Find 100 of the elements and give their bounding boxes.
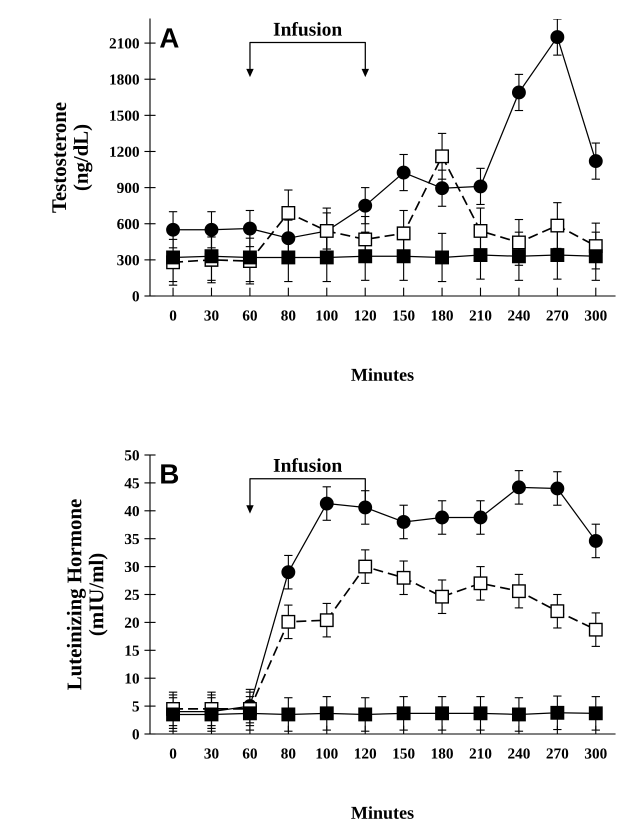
x-tick-label: 210 <box>470 310 492 321</box>
y-axis-title: Luteinizing Hormone (mIU/ml) <box>66 499 108 690</box>
annotation: Infusion <box>274 22 342 36</box>
point <box>242 706 257 720</box>
point <box>396 166 411 180</box>
point <box>435 181 450 196</box>
point <box>358 500 372 514</box>
point <box>358 560 372 574</box>
x-tick-label: 30 <box>204 310 219 321</box>
point <box>588 706 603 720</box>
x-tick-label: 80 <box>281 310 296 321</box>
point <box>435 706 450 720</box>
point <box>588 534 603 548</box>
point <box>550 218 564 232</box>
x-tick-label: 150 <box>393 310 415 321</box>
point <box>242 250 257 264</box>
x-tick-label: 300 <box>584 748 607 759</box>
point <box>320 250 334 264</box>
point <box>550 30 564 44</box>
point <box>474 576 488 590</box>
y-tick-label: 2100 <box>110 38 139 49</box>
x-tick-label: 100 <box>316 310 338 321</box>
point <box>550 248 564 262</box>
x-tick-label: 60 <box>242 748 257 759</box>
point <box>281 708 296 722</box>
point <box>320 496 334 510</box>
annotation: B <box>161 464 178 484</box>
point <box>358 232 372 246</box>
y-tick-label: 0 <box>132 291 139 302</box>
y-tick-label: 1500 <box>110 110 139 121</box>
y-tick-label: 10 <box>126 673 139 684</box>
point <box>396 249 411 264</box>
y-tick-label: 900 <box>117 182 139 194</box>
annotation: Infusion <box>274 458 342 472</box>
point <box>396 570 411 585</box>
point <box>358 708 372 722</box>
point <box>281 206 296 220</box>
x-tick-label: 270 <box>546 310 568 321</box>
y-tick-label: 600 <box>117 218 139 230</box>
point <box>512 249 526 264</box>
point <box>396 706 411 720</box>
point <box>166 222 180 237</box>
point <box>474 179 488 194</box>
x-tick-label: 80 <box>281 748 296 759</box>
point <box>550 706 564 720</box>
point <box>474 224 488 238</box>
point <box>474 248 488 262</box>
point <box>435 149 450 164</box>
y-tick-label: 20 <box>124 618 139 628</box>
x-tick-label: 120 <box>354 748 376 759</box>
point <box>166 708 180 722</box>
point <box>358 198 372 213</box>
point <box>320 613 334 628</box>
x-tick-label: 180 <box>432 748 453 759</box>
x-tick-label: 150 <box>393 748 415 759</box>
x-tick-label: 180 <box>432 310 453 321</box>
point <box>435 510 450 524</box>
point <box>358 249 372 264</box>
point <box>474 706 488 720</box>
point <box>588 249 603 264</box>
y-tick-label: 1800 <box>110 74 139 85</box>
point <box>204 222 218 237</box>
x-tick-label: 240 <box>508 748 530 759</box>
y-tick-label: 15 <box>126 646 140 656</box>
point <box>550 482 564 496</box>
x-tick-label: 120 <box>354 310 376 321</box>
point <box>512 86 526 100</box>
y-tick-label: 1200 <box>110 146 139 157</box>
y-axis-title: Testosterone (ng/dL) <box>52 102 92 213</box>
point <box>474 510 488 524</box>
point <box>281 250 296 264</box>
y-tick-label: 35 <box>124 534 140 544</box>
point <box>281 565 296 580</box>
point <box>204 708 218 722</box>
point <box>512 235 526 250</box>
x-axis-title: Minutes <box>351 806 414 819</box>
annotation: A <box>160 28 179 48</box>
point <box>396 515 411 529</box>
x-tick-label: 240 <box>508 310 530 321</box>
point <box>512 708 526 722</box>
x-tick-label: 100 <box>316 748 338 759</box>
point <box>435 250 450 264</box>
x-tick-label: 0 <box>170 310 176 321</box>
x-tick-label: 0 <box>170 748 176 759</box>
y-tick-label: 45 <box>124 478 140 488</box>
point <box>242 222 257 236</box>
point <box>281 231 296 246</box>
point <box>550 604 564 618</box>
x-tick-label: 30 <box>204 748 219 759</box>
point <box>512 480 526 494</box>
point <box>320 706 334 720</box>
y-tick-label: 40 <box>124 506 139 516</box>
point <box>588 622 603 637</box>
point <box>166 250 180 264</box>
y-tick-label: 30 <box>124 562 139 572</box>
x-tick-label: 300 <box>584 310 607 321</box>
point <box>396 226 411 240</box>
x-tick-label: 210 <box>470 748 492 759</box>
x-tick-label: 60 <box>242 310 257 321</box>
point <box>588 154 603 168</box>
